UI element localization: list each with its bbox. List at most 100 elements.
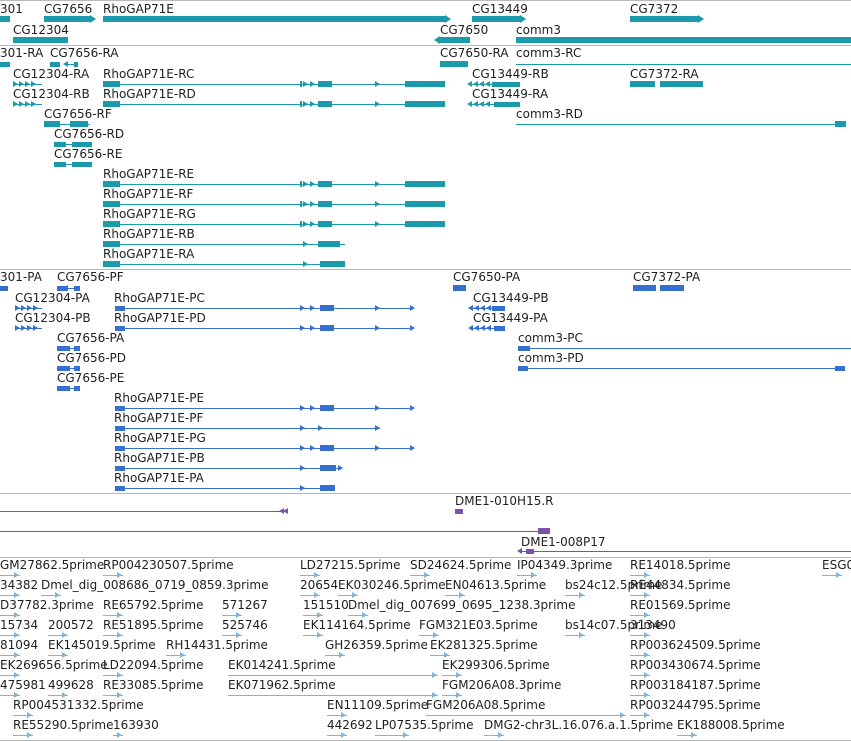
feature-label[interactable]: 15734 bbox=[0, 618, 39, 632]
exon-block[interactable] bbox=[300, 81, 302, 87]
feature-label[interactable]: DME1-008P17 bbox=[521, 535, 606, 549]
exon-block[interactable] bbox=[115, 425, 125, 431]
feature-label[interactable]: bs24c12.5prime bbox=[565, 578, 663, 592]
exon-block[interactable] bbox=[440, 61, 468, 67]
feature-label[interactable]: CG12304-PB bbox=[15, 311, 91, 325]
feature-label[interactable]: 200572 bbox=[48, 618, 94, 632]
feature-label[interactable]: CG7656-PA bbox=[57, 331, 125, 345]
feature-label[interactable]: CG13449 bbox=[472, 2, 528, 16]
feature-label[interactable]: EK269656.5prime bbox=[0, 658, 108, 672]
exon-block[interactable] bbox=[300, 101, 302, 107]
feature-label[interactable]: RE33085.5prime bbox=[103, 678, 204, 692]
feature-label[interactable]: comm3-RD bbox=[516, 107, 583, 121]
feature-label[interactable]: LD27215.5prime bbox=[300, 558, 401, 572]
feature-label[interactable]: RhoGAP71E bbox=[103, 2, 174, 16]
exon-block[interactable] bbox=[44, 121, 60, 127]
exon-block[interactable] bbox=[526, 548, 534, 554]
feature-label[interactable]: 163930 bbox=[113, 718, 159, 732]
feature-label[interactable]: GH26359.5prime bbox=[325, 638, 428, 652]
exon-block[interactable] bbox=[320, 445, 334, 451]
feature-label[interactable]: 301 bbox=[0, 2, 23, 16]
feature-label[interactable]: RhoGAP71E-PB bbox=[114, 451, 205, 465]
feature-label[interactable]: EN04613.5prime bbox=[445, 578, 547, 592]
feature-label[interactable]: RP004230507.5prime bbox=[103, 558, 234, 572]
feature-label[interactable]: CG12304-RB bbox=[13, 87, 90, 101]
feature-label[interactable]: 571267 bbox=[222, 598, 268, 612]
exon-block[interactable] bbox=[115, 465, 125, 471]
exon-block[interactable] bbox=[405, 81, 445, 87]
exon-block[interactable] bbox=[494, 101, 520, 107]
feature-label[interactable]: Dmel_dig_007699_0695_1238.3prime bbox=[348, 598, 576, 612]
exon-block[interactable] bbox=[405, 201, 445, 207]
feature-label[interactable]: 34382 bbox=[0, 578, 39, 592]
feature-label[interactable]: RhoGAP71E-PD bbox=[114, 311, 206, 325]
feature-label[interactable]: comm3-RC bbox=[516, 46, 582, 60]
exon-block[interactable] bbox=[57, 285, 68, 291]
exon-block[interactable] bbox=[115, 485, 125, 491]
exon-block[interactable] bbox=[300, 201, 302, 207]
exon-block[interactable] bbox=[13, 37, 68, 43]
feature-label[interactable]: 475981 bbox=[0, 678, 46, 692]
exon-block[interactable] bbox=[835, 121, 846, 127]
feature-label[interactable]: CG7656-PE bbox=[57, 371, 125, 385]
exon-block[interactable] bbox=[494, 325, 505, 331]
exon-block[interactable] bbox=[50, 61, 60, 67]
feature-label[interactable]: RhoGAP71E-RF bbox=[103, 187, 194, 201]
exon-block[interactable] bbox=[835, 365, 845, 371]
feature-label[interactable]: ESG0 bbox=[822, 558, 851, 572]
exon-block[interactable] bbox=[103, 81, 120, 87]
exon-block[interactable] bbox=[440, 37, 470, 43]
feature-label[interactable]: CG12304-RA bbox=[13, 67, 90, 81]
feature-label[interactable]: CG12304 bbox=[13, 23, 69, 37]
feature-label[interactable]: LP07535.5prime bbox=[375, 718, 474, 732]
feature-label[interactable]: comm3-PD bbox=[518, 351, 584, 365]
feature-label[interactable]: CG7656-PD bbox=[57, 351, 127, 365]
feature-label[interactable]: CG7656-PF bbox=[57, 270, 124, 284]
feature-label[interactable]: RhoGAP71E-RG bbox=[103, 207, 196, 221]
feature-label[interactable]: CG7650-RA bbox=[440, 46, 509, 60]
feature-label[interactable]: bs14c07.5prime bbox=[565, 618, 663, 632]
exon-block[interactable] bbox=[320, 261, 345, 267]
exon-block[interactable] bbox=[320, 305, 334, 311]
exon-block[interactable] bbox=[74, 345, 80, 351]
exon-block[interactable] bbox=[300, 221, 302, 227]
feature-label[interactable]: CG7372 bbox=[630, 2, 679, 16]
feature-label[interactable]: FGM206A08.3prime bbox=[442, 678, 562, 692]
feature-label[interactable]: RH14431.5prime bbox=[166, 638, 268, 652]
exon-block[interactable] bbox=[103, 201, 120, 207]
feature-label[interactable]: CG13449-PB bbox=[473, 291, 549, 305]
feature-label[interactable]: 301-RA bbox=[0, 46, 44, 60]
feature-label[interactable]: IP04349.3prime bbox=[517, 558, 613, 572]
exon-block[interactable] bbox=[320, 465, 336, 471]
feature-label[interactable]: EK188008.5prime bbox=[677, 718, 785, 732]
feature-label[interactable]: CG13449-RA bbox=[472, 87, 549, 101]
feature-label[interactable]: CG7650-PA bbox=[453, 270, 521, 284]
feature-label[interactable]: RhoGAP71E-PA bbox=[114, 471, 204, 485]
exon-block[interactable] bbox=[320, 485, 335, 491]
feature-label[interactable]: FGM321E03.5prime bbox=[419, 618, 538, 632]
exon-block[interactable] bbox=[70, 121, 88, 127]
feature-label[interactable]: CG13449-PA bbox=[473, 311, 548, 325]
feature-label[interactable]: CG13449-RB bbox=[472, 67, 549, 81]
feature-label[interactable]: LD22094.5prime bbox=[103, 658, 204, 672]
feature-label[interactable]: 151510 bbox=[303, 598, 349, 612]
exon-block[interactable] bbox=[516, 37, 851, 43]
exon-block[interactable] bbox=[115, 405, 125, 411]
exon-block[interactable] bbox=[633, 285, 656, 291]
exon-block[interactable] bbox=[0, 285, 8, 291]
feature-label[interactable]: EK014241.5prime bbox=[228, 658, 336, 672]
feature-label[interactable]: RP003244795.5prime bbox=[630, 698, 761, 712]
feature-label[interactable]: RhoGAP71E-PF bbox=[114, 411, 204, 425]
feature-label[interactable]: RhoGAP71E-PE bbox=[114, 391, 205, 405]
exon-block[interactable] bbox=[103, 101, 120, 107]
feature-label[interactable]: EK299306.5prime bbox=[442, 658, 550, 672]
feature-label[interactable]: RE14018.5prime bbox=[630, 558, 731, 572]
exon-block[interactable] bbox=[318, 221, 332, 227]
feature-label[interactable]: 301-PA bbox=[0, 270, 42, 284]
exon-block[interactable] bbox=[318, 241, 340, 247]
exon-block[interactable] bbox=[320, 405, 334, 411]
feature-label[interactable]: RE44834.5prime bbox=[630, 578, 731, 592]
feature-label[interactable]: SD24624.5prime bbox=[410, 558, 512, 572]
feature-label[interactable]: 81094 bbox=[0, 638, 39, 652]
feature-label[interactable]: comm3-PC bbox=[518, 331, 583, 345]
